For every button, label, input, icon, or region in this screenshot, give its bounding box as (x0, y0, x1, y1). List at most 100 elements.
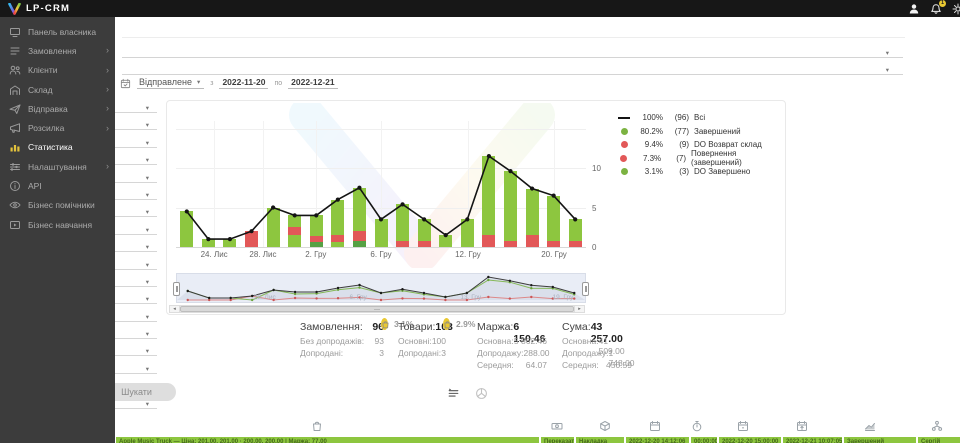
row-cell-4[interactable]: 2022-12-20 14:12:06 (626, 437, 689, 443)
legend-item-3[interactable]: 9.4% (9) DO Возврат склад (617, 138, 785, 152)
row-cell-5[interactable]: 00:00:00 (691, 437, 717, 443)
row-cell-2[interactable]: Переказати (541, 437, 574, 443)
column-header-bag-icon[interactable] (311, 420, 323, 432)
side-filter-select-11[interactable] (105, 273, 157, 287)
bag-icon (313, 421, 321, 431)
row-cell-8[interactable]: Завершений (844, 437, 916, 443)
row-cell-3[interactable]: Накладка (576, 437, 624, 443)
side-filter-select-18[interactable] (105, 395, 157, 409)
side-filter-select-2[interactable] (105, 116, 157, 131)
side-filter-select-6[interactable] (105, 186, 157, 200)
sidebar-item-10[interactable]: Бізнес помічники (0, 196, 115, 215)
notifications-bell-icon[interactable]: 1 (930, 0, 946, 15)
chart-plot-area (176, 121, 586, 247)
date-from-input[interactable]: 2022-11-20 (219, 77, 269, 89)
column-header-calendar-icon[interactable] (649, 420, 661, 432)
legend-item-2[interactable]: 80.2% (77) Завершений (617, 125, 785, 139)
side-filter-select-14[interactable] (105, 325, 157, 340)
side-filter-select-9[interactable] (105, 238, 157, 253)
side-filter-select-3[interactable] (105, 134, 157, 148)
side-filter-select-5[interactable] (105, 169, 157, 183)
column-header-calendar-alert-icon[interactable] (737, 420, 749, 432)
lp-crm-logo[interactable] (8, 2, 21, 15)
sidebar-item-label: Бізнес помічники (28, 200, 95, 211)
scrollbar-thumb[interactable] (180, 306, 574, 312)
sidebar-item-8[interactable]: Налаштування (0, 157, 115, 176)
search-button[interactable]: Шукати (97, 383, 176, 401)
user-profile-icon[interactable] (908, 3, 920, 15)
date-type-select[interactable]: Відправлене (137, 77, 205, 89)
sidebar-item-label: Панель власника (28, 26, 97, 37)
legend-label: Всі (694, 113, 706, 123)
bar-segment-green (266, 207, 280, 247)
sidebar-item-7[interactable]: Статистика (0, 138, 115, 157)
column-header-package-icon[interactable] (599, 420, 611, 432)
top-filter-select-1[interactable] (122, 44, 903, 58)
sphere-view-icon[interactable] (475, 387, 488, 400)
legend-label: Повернення (завершений) (691, 149, 742, 168)
column-header-stopwatch-icon[interactable] (691, 420, 703, 432)
sidebar-item-2[interactable]: Замовлення (0, 41, 115, 60)
bar-segment-green (482, 156, 496, 236)
side-filter-select-1[interactable] (105, 99, 157, 113)
sidebar-item-9[interactable]: API (0, 176, 115, 195)
side-filter-select-7[interactable] (105, 203, 157, 218)
row-cell-9[interactable]: Сергій (918, 437, 960, 443)
sidebar-item-3[interactable]: Клієнти (0, 61, 115, 80)
legend-count: (7) (676, 153, 687, 163)
stats-sub-value: 93 (374, 336, 384, 346)
to-label: по (274, 79, 283, 87)
side-filter-select-13[interactable] (105, 308, 157, 322)
legend-item-4[interactable]: 7.3% (7) Повернення (завершений) (617, 149, 785, 168)
legend-item-5[interactable]: 3.1% (3) DO Завершено (617, 165, 785, 179)
x-tick-label: 28. Лис (249, 250, 277, 259)
date-to-input[interactable]: 2022-12-21 (288, 77, 338, 89)
sphere-icon (476, 388, 487, 399)
side-filter-select-12[interactable] (105, 290, 157, 305)
legend-item-1[interactable]: 100% (96) Всі (617, 111, 785, 125)
column-header-area-chart-icon[interactable] (864, 420, 876, 432)
bar-segment-green (525, 188, 539, 236)
legend-line-marker (618, 116, 630, 119)
scroll-right-button[interactable] (574, 306, 584, 312)
bar-segment-red (396, 240, 410, 247)
sidebar-item-11[interactable]: Бізнес навчання (0, 215, 115, 234)
sidebar-item-label: Склад (28, 84, 53, 95)
sidebar-item-1[interactable]: Панель власника (0, 22, 115, 41)
navigator-left-handle[interactable] (173, 282, 180, 296)
area-chart-icon (865, 423, 875, 431)
scroll-left-button[interactable] (170, 306, 180, 312)
settings-icon (10, 163, 20, 171)
side-filter-select-10[interactable] (105, 256, 157, 270)
stats-sub-label: Основна: (562, 336, 599, 346)
top-filter-select-2[interactable] (122, 61, 903, 75)
side-filter-select-15[interactable] (105, 342, 157, 357)
column-header-hierarchy-icon[interactable] (931, 420, 943, 432)
side-filter-select-8[interactable] (105, 221, 157, 235)
row-cell-1[interactable]: Apple Music Truck — Ціна: 201.00, 201.00… (116, 437, 539, 443)
stats-list-view-icon[interactable] (447, 387, 460, 400)
shipping-icon (9, 104, 21, 114)
side-filter-select-16[interactable] (105, 360, 157, 374)
y-tick-label: 10 (592, 164, 601, 173)
sidebar-item-6[interactable]: Розсилка (0, 118, 115, 137)
row-cell-6[interactable]: 2022-12-20 15:00:00 (719, 437, 781, 443)
row-cell-7[interactable]: 2022-12-21 10:07:05 (783, 437, 842, 443)
chart-navigator[interactable]: 28. Лис 6. Гру 13. Гру 19. Гру (173, 273, 589, 303)
sidebar-item-4[interactable]: Склад (0, 80, 115, 99)
legend-dot-marker (620, 154, 628, 162)
bar-segment-red (568, 241, 582, 247)
legend-dot-marker (620, 141, 628, 149)
column-header-calendar-export-icon[interactable] (796, 420, 808, 432)
navigator-right-handle[interactable] (582, 282, 589, 296)
column-header-banknote-icon[interactable] (551, 420, 563, 432)
side-filter-select-4[interactable] (105, 151, 157, 166)
legend-count: (77) (674, 126, 689, 136)
bar-segment-green (223, 239, 237, 247)
bar-segment-green (374, 219, 388, 247)
bar-segment-red (245, 231, 259, 247)
settings-gear-icon[interactable] (952, 3, 960, 15)
sidebar-item-5[interactable]: Відправка (0, 99, 115, 118)
stats-sub-label: Допродажу: (562, 348, 609, 358)
navigator-scrollbar[interactable] (169, 305, 585, 313)
